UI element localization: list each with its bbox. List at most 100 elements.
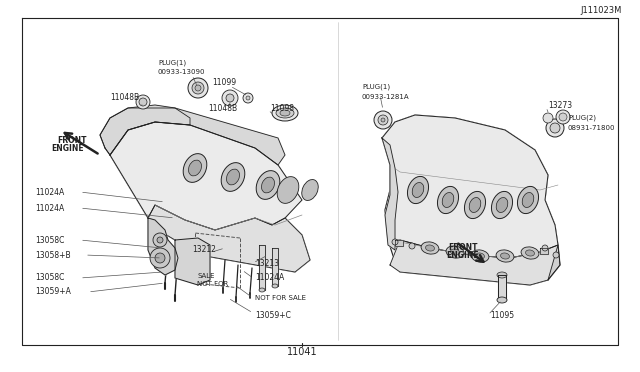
Ellipse shape (500, 253, 509, 259)
Polygon shape (395, 240, 403, 246)
Ellipse shape (272, 284, 278, 288)
Ellipse shape (183, 154, 207, 182)
Circle shape (543, 113, 553, 123)
Text: FRONT: FRONT (448, 243, 477, 251)
Polygon shape (382, 115, 560, 285)
Circle shape (246, 96, 250, 100)
Ellipse shape (408, 176, 429, 203)
Ellipse shape (302, 180, 318, 201)
Text: 11024A: 11024A (35, 203, 64, 212)
Circle shape (155, 253, 165, 263)
Circle shape (381, 118, 385, 122)
Ellipse shape (521, 247, 539, 259)
Polygon shape (100, 108, 285, 165)
Ellipse shape (227, 169, 239, 185)
Polygon shape (259, 245, 265, 290)
Polygon shape (148, 205, 310, 272)
Text: 11048B: 11048B (110, 93, 139, 102)
Text: 11024A: 11024A (255, 273, 284, 282)
Ellipse shape (497, 297, 507, 303)
Circle shape (409, 243, 415, 249)
Text: NOT FOR SALE: NOT FOR SALE (255, 295, 306, 301)
Circle shape (139, 98, 147, 106)
Ellipse shape (446, 246, 464, 258)
Text: 13058C: 13058C (35, 235, 65, 244)
Circle shape (542, 245, 548, 251)
Ellipse shape (256, 171, 280, 199)
Ellipse shape (451, 249, 460, 255)
Ellipse shape (471, 250, 489, 262)
Ellipse shape (476, 253, 484, 259)
Text: 00933-1281A: 00933-1281A (362, 94, 410, 100)
Circle shape (559, 113, 567, 121)
Polygon shape (382, 115, 558, 258)
Polygon shape (110, 122, 302, 230)
Text: FRONT: FRONT (57, 135, 87, 144)
Ellipse shape (469, 198, 481, 212)
Ellipse shape (496, 250, 514, 262)
Ellipse shape (438, 186, 458, 214)
Text: 11048B: 11048B (208, 103, 237, 112)
Polygon shape (272, 248, 278, 286)
Circle shape (150, 248, 170, 268)
Circle shape (374, 111, 392, 129)
Circle shape (153, 233, 167, 247)
Text: 13058C: 13058C (35, 273, 65, 282)
Ellipse shape (525, 250, 534, 256)
Text: 11098: 11098 (270, 103, 294, 112)
Ellipse shape (221, 163, 245, 191)
Text: ENGINE: ENGINE (52, 144, 84, 153)
Circle shape (378, 115, 388, 125)
Polygon shape (148, 218, 178, 275)
Ellipse shape (496, 198, 508, 212)
Text: 11024A: 11024A (35, 187, 64, 196)
Circle shape (136, 95, 150, 109)
Ellipse shape (465, 192, 486, 219)
Circle shape (157, 237, 163, 243)
Text: NOT FOR: NOT FOR (197, 281, 228, 287)
Polygon shape (498, 275, 506, 300)
Ellipse shape (497, 272, 507, 278)
Ellipse shape (412, 183, 424, 198)
Ellipse shape (189, 160, 202, 176)
Text: 13212: 13212 (192, 246, 216, 254)
Polygon shape (548, 245, 560, 280)
Circle shape (188, 78, 208, 98)
Text: PLUG(1): PLUG(1) (158, 60, 186, 66)
Text: 11095: 11095 (490, 311, 514, 320)
Text: 13058+B: 13058+B (35, 250, 70, 260)
Text: PLUG(2): PLUG(2) (568, 115, 596, 121)
Ellipse shape (442, 193, 454, 208)
Polygon shape (175, 238, 210, 285)
Text: 00933-13090: 00933-13090 (158, 69, 205, 75)
Circle shape (550, 123, 560, 133)
Ellipse shape (259, 288, 265, 292)
Text: 13059+A: 13059+A (35, 288, 71, 296)
Text: 13213: 13213 (255, 259, 279, 267)
Circle shape (546, 119, 564, 137)
Text: ENGINE: ENGINE (446, 250, 479, 260)
Text: 13273: 13273 (548, 100, 572, 109)
Ellipse shape (276, 108, 294, 118)
Ellipse shape (262, 177, 275, 193)
Circle shape (553, 252, 559, 258)
Text: J111023M: J111023M (580, 6, 622, 15)
Text: 08931-71800: 08931-71800 (568, 125, 616, 131)
Text: PLUG(1): PLUG(1) (362, 84, 390, 90)
Polygon shape (390, 240, 560, 285)
Ellipse shape (421, 242, 439, 254)
Polygon shape (100, 105, 190, 155)
Polygon shape (22, 18, 618, 345)
Ellipse shape (518, 186, 538, 214)
Circle shape (192, 82, 204, 94)
Ellipse shape (280, 110, 290, 116)
Circle shape (222, 90, 238, 106)
Text: 11099: 11099 (212, 77, 236, 87)
Circle shape (243, 93, 253, 103)
Text: 11041: 11041 (287, 347, 317, 357)
Polygon shape (110, 122, 310, 272)
Ellipse shape (522, 193, 534, 208)
Circle shape (195, 85, 201, 91)
Ellipse shape (272, 105, 298, 121)
Ellipse shape (277, 177, 299, 203)
